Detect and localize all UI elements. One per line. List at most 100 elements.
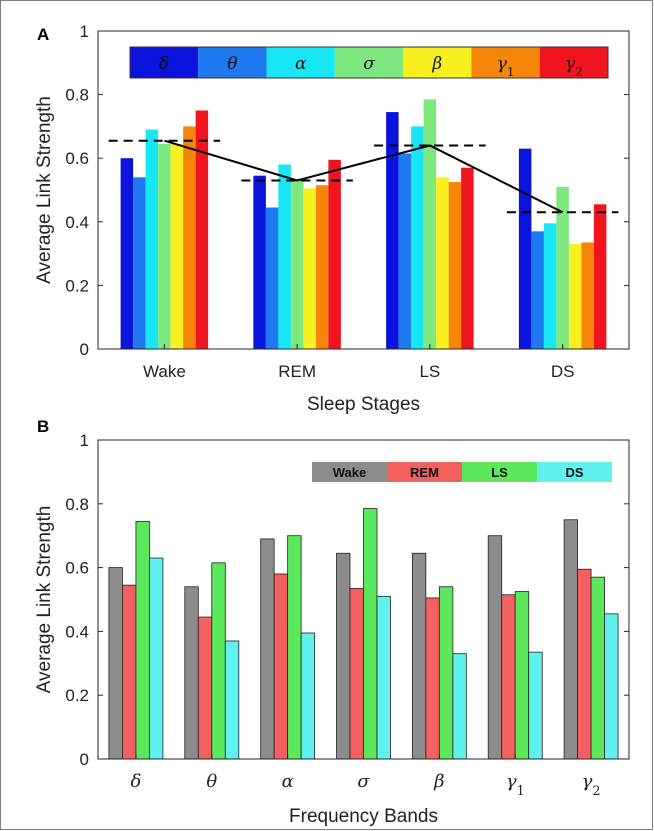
x-tick-label: θ [206,771,217,792]
bar-a-s3-c1 [290,178,304,349]
bar-a-s6-c2 [461,167,474,349]
legend-label-2: LS [491,465,508,480]
x-tick-label: Wake [143,362,186,381]
bar-a-s2-c1 [278,164,291,349]
legend-swatch-5 [471,47,540,78]
legend-swatch-3 [537,462,612,482]
y-tick-label: 0.2 [65,686,89,705]
x-tick-label: σ [357,771,370,792]
bar-b-s2-c1 [211,562,226,760]
bar-a-s0-c3 [518,148,532,349]
bar-b-s3-c1 [224,640,240,760]
bar-a-s6-c1 [328,159,341,349]
bar-b-s2-c5 [514,591,530,760]
bar-b-s0-c4 [411,552,427,760]
bar-b-s1-c6 [577,568,592,760]
panel-letter: B [37,417,49,436]
bar-b-s1-c4 [425,597,440,760]
legend-label-1: θ [227,54,237,74]
y-tick-label: 0.8 [65,86,89,105]
bar-a-s0-c2 [386,112,399,349]
bar-a-s3-c3 [556,186,569,349]
bar-b-s3-c2 [300,632,316,760]
legend-label-4: β [431,54,442,74]
mean-trend-line [164,139,564,214]
bar-a-s2-c0 [145,129,159,349]
legend-label-5: γ1 [497,54,515,79]
legend-swatch-2 [266,47,335,78]
x-tick-label: LS [419,362,440,381]
y-tick-label: 1 [80,22,89,41]
legend-label-3: σ [363,54,375,74]
legend-label-3: DS [565,465,583,480]
bar-a-s4-c1 [303,188,316,349]
y-tick-label: 0.2 [65,276,89,295]
bar-a-s3-c2 [423,99,437,350]
legend-border [129,46,609,79]
legend-label-0: Wake [333,465,366,480]
legend-swatch-2 [462,462,537,482]
bar-b-s3-c6 [604,613,619,760]
legend-label-6: γ2 [565,54,583,79]
bar-a-s4-c2 [436,177,449,349]
axes-box [97,30,630,350]
bar-a-s2-c2 [411,126,424,350]
bar-a-s2-c3 [543,223,557,349]
legend-label-0: δ [159,54,169,74]
x-tick-label: DS [551,362,575,381]
legend-swatch-0 [130,47,199,78]
legend-swatch-4 [403,47,472,78]
panel-b: B 0 0.2 0.4 0.6 0.8 1 δ θ α σ β γ1 γ2 Frequency Bands A… [34,417,630,827]
x-tick-label: δ [131,771,142,792]
bar-b-s2-c0 [135,520,150,760]
bar-b-s1-c0 [122,584,137,760]
legend-swatch-6 [539,47,608,78]
bar-a-s1-c0 [133,177,146,349]
legend-label-1: REM [410,465,439,480]
x-tick-label: β [433,771,444,792]
legend-swatch-1 [387,462,462,482]
bar-b-s0-c2 [260,538,275,760]
bar-a-s6-c0 [195,110,209,349]
y-tick-label: 1 [80,431,89,450]
bar-b-s2-c3 [363,508,378,760]
bar-a-s1-c2 [398,153,412,349]
x-tick-label: γ2 [582,771,601,798]
y-axis-title: Average Link Strength [34,506,55,694]
bars [108,508,619,760]
x-tick-label: γ1 [506,771,525,798]
bar-b-s1-c2 [273,573,289,760]
y-tick-label: 0.4 [65,213,89,232]
y-tick-label: 0.4 [65,622,89,641]
bar-b-s2-c6 [590,576,605,760]
bar-b-s3-c5 [528,651,543,760]
y-tick-label: 0 [80,750,89,769]
panel-a: A 0 0.2 0.4 0.6 0.8 1 Wake REM LS DS Sleep Stages Av… [34,22,630,415]
legend-swatch-3 [334,47,404,78]
bar-a-s3-c0 [158,143,171,349]
bar-a-s0-c1 [253,175,266,349]
bar-a-s5-c3 [581,242,594,349]
bar-b-s3-c3 [376,595,391,760]
bar-a-s1-c1 [265,207,279,349]
y-tick-label: 0 [80,340,89,359]
bar-b-s2-c2 [287,535,302,760]
y-tick-label: 0.8 [65,495,89,514]
legend-swatch-0 [312,462,387,482]
bar-b-s1-c3 [349,587,364,760]
y-axis-title: Average Link Strength [34,96,55,284]
x-tick-label: α [282,771,294,792]
bar-a-s1-c3 [531,231,544,349]
panel-letter: A [37,25,49,44]
bar-a-s5-c0 [183,126,196,350]
bar-a-s5-c1 [315,185,329,349]
x-axis-title: Sleep Stages [307,394,420,415]
bars [120,99,607,350]
legend: Wake REM LS DS [312,462,612,482]
bar-a-s4-c0 [170,143,184,349]
legend: δ θ α σ β γ1 γ2 [129,46,609,79]
bar-a-s5-c2 [448,182,462,349]
